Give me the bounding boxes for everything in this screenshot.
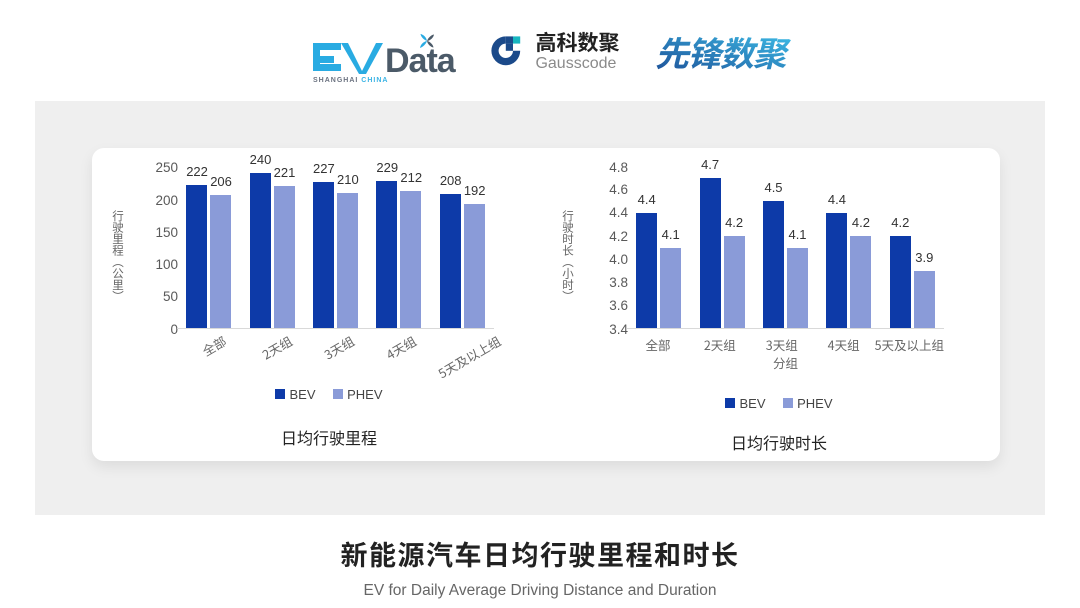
svg-text:先锋数聚: 先锋数聚: [655, 34, 791, 76]
svg-text:SHANGHAI CHINA: SHANGHAI CHINA: [313, 77, 388, 84]
